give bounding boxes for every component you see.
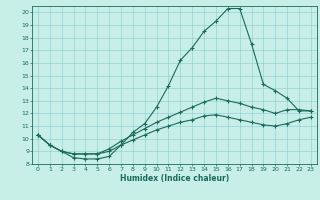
X-axis label: Humidex (Indice chaleur): Humidex (Indice chaleur)	[120, 174, 229, 183]
